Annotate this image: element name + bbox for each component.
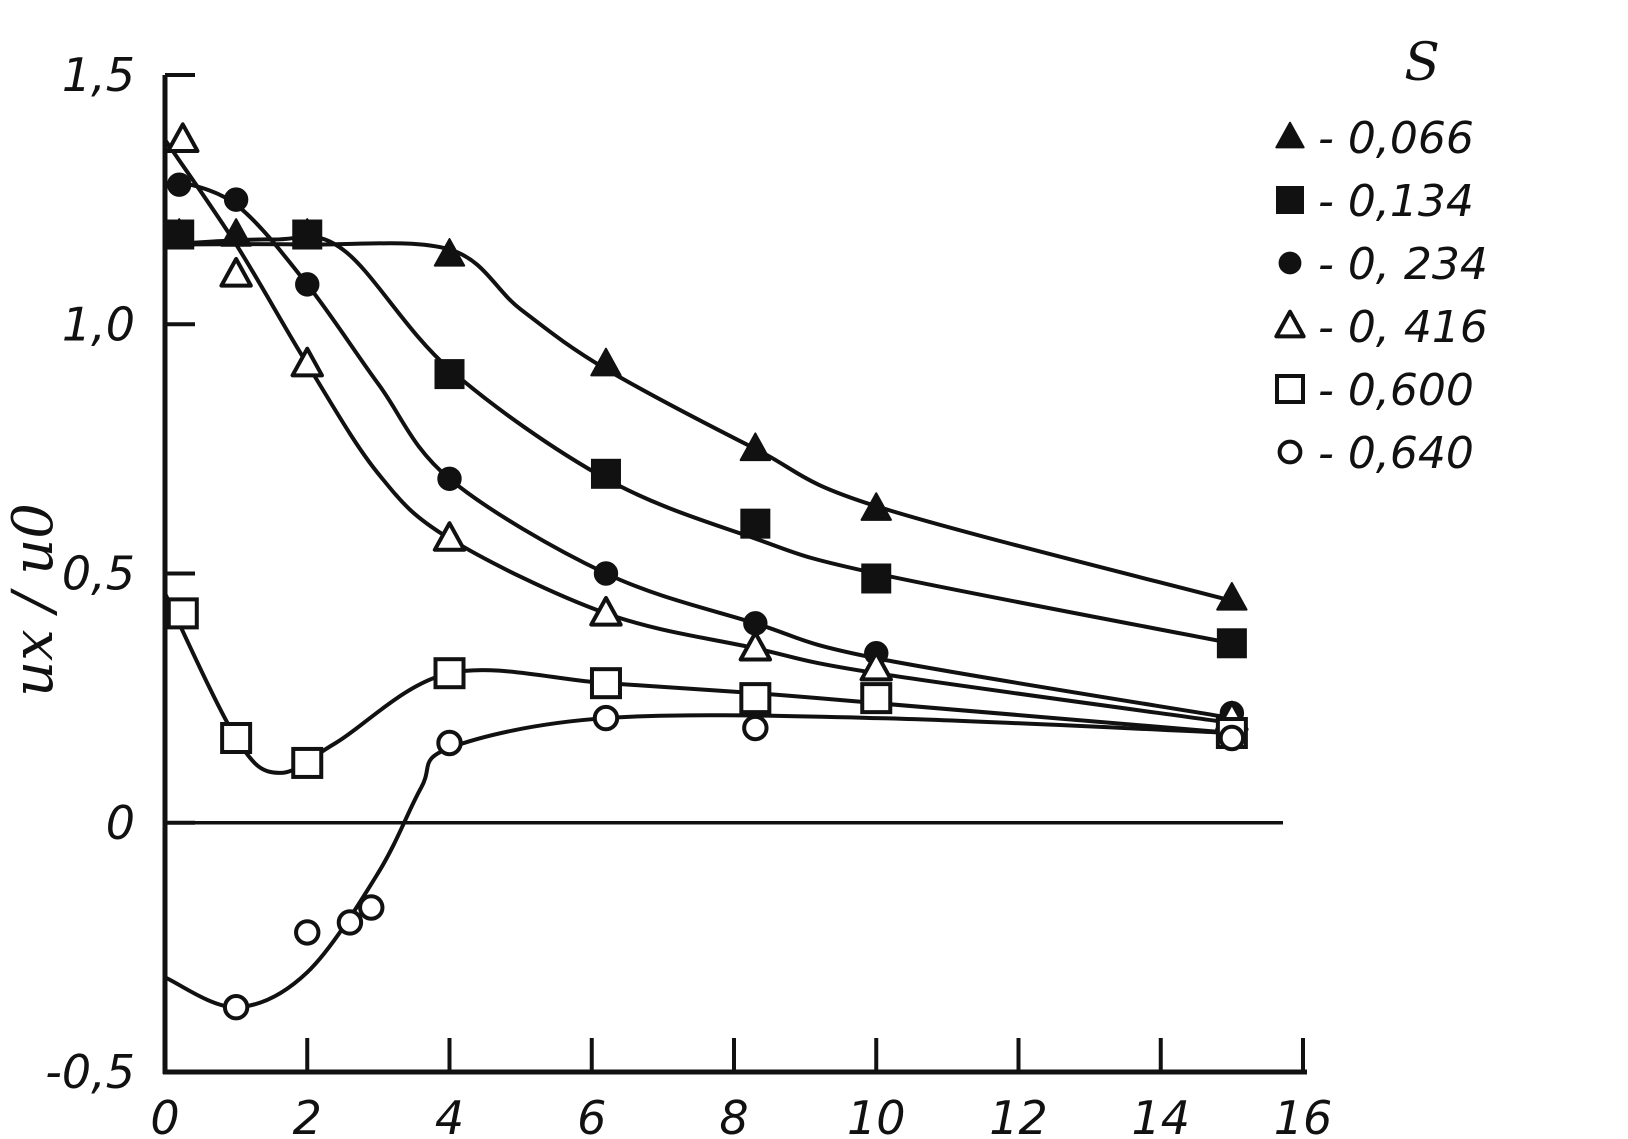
series-markers: [163, 122, 1249, 1021]
data-point: [434, 359, 465, 390]
data-point: [860, 682, 893, 715]
series-line: [164, 234, 1233, 646]
legend-marker: [1277, 439, 1303, 465]
data-point: [739, 432, 772, 462]
legend-marker: [1276, 186, 1304, 214]
x-tick-label: 8: [719, 1091, 748, 1139]
x-tick-label: 12: [989, 1091, 1048, 1139]
legend-marker: [1275, 374, 1305, 404]
axes: -0,5 0 0,5 1,0 1,5 0 2 4 6 8 10 12 14 16 ux / u0: [1, 48, 1332, 1139]
legend-title: S: [1404, 33, 1440, 93]
data-point: [593, 561, 619, 586]
y-tick-label: 1,5: [62, 48, 135, 102]
data-point: [590, 347, 622, 377]
data-point: [358, 894, 385, 921]
data-point: [336, 909, 364, 936]
data-point: [166, 597, 199, 630]
y-tick-label: 0,5: [62, 547, 135, 601]
data-point: [290, 346, 324, 378]
data-point: [860, 492, 892, 521]
data-point: [738, 630, 773, 662]
data-point: [222, 993, 250, 1021]
data-point: [437, 466, 462, 491]
y-axis-label: ux / u0: [1, 503, 66, 697]
data-point: [167, 172, 192, 197]
data-point: [739, 682, 772, 715]
data-point: [1216, 628, 1247, 659]
data-point: [861, 563, 892, 594]
series-line: [163, 138, 1233, 726]
x-tick-label: 2: [293, 1091, 322, 1139]
series-curves: [163, 138, 1233, 1010]
y-tick-label: -0,5: [45, 1045, 135, 1099]
y-tick-label: 0: [106, 796, 135, 850]
data-point: [740, 508, 771, 539]
data-point: [1216, 582, 1248, 611]
data-point: [742, 714, 769, 742]
x-tick-label: 6: [577, 1091, 606, 1139]
legend-label: - 0,600: [1318, 365, 1474, 416]
data-point: [219, 257, 253, 288]
data-point: [432, 521, 467, 552]
x-tick-label: 10: [847, 1091, 906, 1139]
legend-label: - 0,134: [1318, 176, 1474, 227]
data-point: [291, 746, 324, 779]
data-point: [220, 218, 252, 247]
legend-label: - 0,640: [1318, 428, 1474, 479]
legend-label: - 0,066: [1318, 113, 1474, 164]
data-point: [592, 704, 620, 732]
data-point: [220, 722, 253, 755]
data-point: [433, 238, 466, 267]
x-tick-label: 14: [1131, 1091, 1190, 1139]
legend-marker: [1274, 309, 1306, 339]
series-line: [164, 241, 1233, 603]
legend: S - 0,066 - 0,134 - 0, 234 - 0, 416 - 0,600 - …: [1274, 33, 1488, 479]
data-point: [166, 122, 200, 154]
legend-label: - 0, 234: [1318, 239, 1488, 290]
data-point: [433, 657, 466, 690]
data-point: [589, 595, 623, 627]
y-tick-label: 1,0: [62, 297, 135, 351]
x-tick-label: 4: [435, 1091, 464, 1139]
data-point: [164, 219, 195, 250]
data-point: [589, 667, 622, 700]
data-point: [223, 187, 249, 212]
data-point: [1218, 724, 1246, 752]
data-point: [436, 729, 463, 757]
x-tick-label: 0: [150, 1091, 179, 1139]
data-point: [295, 272, 320, 297]
series-line: [163, 592, 1233, 775]
series-line: [164, 713, 1232, 1010]
x-tick-label: 16: [1274, 1091, 1333, 1139]
legend-marker: [1275, 121, 1305, 149]
legend-marker: [1278, 251, 1302, 275]
data-point: [859, 650, 893, 682]
legend-label: - 0, 416: [1318, 302, 1488, 353]
data-point: [292, 219, 323, 250]
data-point: [590, 458, 621, 489]
data-point: [294, 919, 321, 946]
